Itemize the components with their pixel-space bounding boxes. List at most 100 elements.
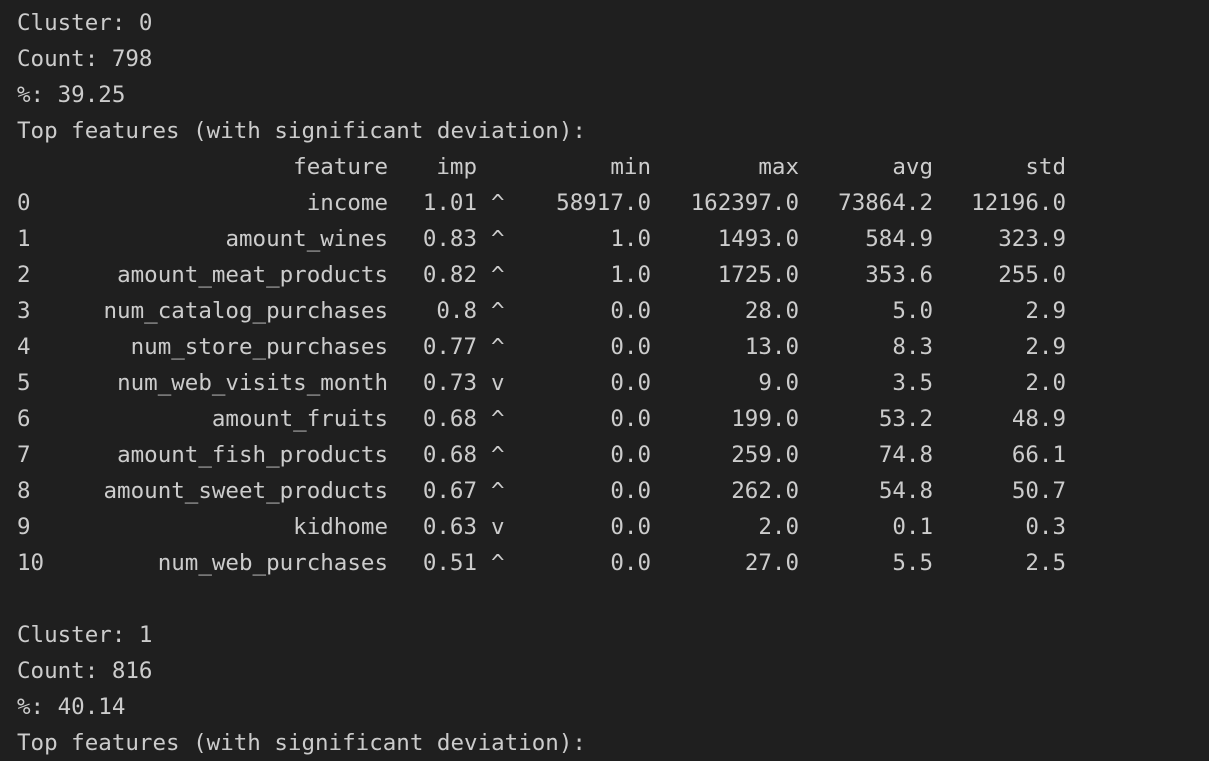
min-value: 1.0 bbox=[610, 262, 651, 288]
min-value: 0.0 bbox=[610, 370, 651, 396]
min-value: 0.0 bbox=[610, 478, 651, 504]
cluster-1-label: Cluster: 1 bbox=[17, 622, 153, 648]
feature-name: num_web_visits_month bbox=[117, 370, 388, 396]
table-row: 2 amount_meat_products 0.82 ^ 1.0 1725.0 353.6… bbox=[17, 257, 1066, 293]
direction-indicator: ^ bbox=[491, 298, 505, 324]
std-value: 48.9 bbox=[1011, 406, 1066, 432]
row-index: 10 bbox=[17, 550, 45, 576]
importance-value: 0.73 bbox=[422, 370, 477, 396]
avg-value: 73864.2 bbox=[838, 190, 933, 216]
avg-value: 584.9 bbox=[865, 226, 933, 252]
min-value: 58917.0 bbox=[556, 190, 651, 216]
feature-name: kidhome bbox=[293, 514, 388, 540]
row-index: 4 bbox=[17, 334, 31, 360]
row-index: 1 bbox=[17, 226, 31, 252]
max-value: 9.0 bbox=[758, 370, 799, 396]
cluster-0-label: Cluster: 0 bbox=[17, 10, 153, 36]
importance-value: 0.67 bbox=[422, 478, 477, 504]
cluster-0-features-table: feature imp min max avg std 0 income 1.01 ^… bbox=[17, 149, 1066, 581]
avg-value: 8.3 bbox=[892, 334, 933, 360]
avg-value: 0.1 bbox=[892, 514, 933, 540]
feature-name: amount_fish_products bbox=[117, 442, 388, 468]
max-value: 1725.0 bbox=[717, 262, 799, 288]
row-index: 5 bbox=[17, 370, 31, 396]
table-row: 7 amount_fish_products 0.68 ^ 0.0 259.0 74.8 66… bbox=[17, 437, 1066, 473]
importance-value: 0.51 bbox=[422, 550, 477, 576]
min-value: 0.0 bbox=[610, 442, 651, 468]
std-value: 66.1 bbox=[1011, 442, 1066, 468]
table-row: 0 income 1.01 ^ 58917.0 162397.0 73864.2 12196.… bbox=[17, 185, 1066, 221]
direction-indicator: ^ bbox=[491, 190, 505, 216]
row-index: 9 bbox=[17, 514, 31, 540]
max-value: 2.0 bbox=[758, 514, 799, 540]
table-row: 3 num_catalog_purchases 0.8 ^ 0.0 28.0 5.0 2.9 bbox=[17, 293, 1066, 329]
min-value: 0.0 bbox=[610, 406, 651, 432]
table-row: 1 amount_wines 0.83 ^ 1.0 1493.0 584.9 323.9 bbox=[17, 221, 1066, 257]
table-row: 9 kidhome 0.63 v 0.0 2.0 0.1 0.3 bbox=[17, 509, 1066, 545]
std-value: 2.9 bbox=[1025, 334, 1066, 360]
feature-name: num_store_purchases bbox=[130, 334, 388, 360]
importance-value: 0.83 bbox=[422, 226, 477, 252]
avg-value: 5.5 bbox=[892, 550, 933, 576]
importance-value: 0.77 bbox=[422, 334, 477, 360]
std-value: 12196.0 bbox=[971, 190, 1066, 216]
importance-value: 0.8 bbox=[436, 298, 477, 324]
cell-output: Cluster: 0 Count: 798 %: 39.25 Top featu… bbox=[17, 5, 1197, 761]
importance-value: 0.68 bbox=[422, 406, 477, 432]
blank-line bbox=[17, 581, 1197, 617]
max-value: 13.0 bbox=[744, 334, 799, 360]
header-std: std bbox=[1025, 154, 1066, 180]
table-body: 0 income 1.01 ^ 58917.0 162397.0 73864.2 12196.… bbox=[17, 185, 1066, 581]
std-value: 2.9 bbox=[1025, 298, 1066, 324]
direction-indicator: ^ bbox=[491, 550, 505, 576]
std-value: 50.7 bbox=[1011, 478, 1066, 504]
header-avg: avg bbox=[892, 154, 933, 180]
feature-name: income bbox=[306, 190, 388, 216]
avg-value: 54.8 bbox=[878, 478, 933, 504]
row-index: 7 bbox=[17, 442, 31, 468]
min-value: 0.0 bbox=[610, 550, 651, 576]
avg-value: 74.8 bbox=[878, 442, 933, 468]
header-min: min bbox=[610, 154, 651, 180]
row-index: 8 bbox=[17, 478, 31, 504]
cluster-1-percent: %: 40.14 bbox=[17, 694, 126, 720]
feature-name: amount_fruits bbox=[211, 406, 388, 432]
max-value: 1493.0 bbox=[717, 226, 799, 252]
row-index: 2 bbox=[17, 262, 31, 288]
cluster-1-top-features-heading: Top features (with significant deviation… bbox=[17, 730, 586, 756]
header-index bbox=[17, 149, 65, 185]
feature-name: num_catalog_purchases bbox=[103, 298, 388, 324]
header-feature: feature bbox=[293, 154, 388, 180]
std-value: 255.0 bbox=[998, 262, 1066, 288]
max-value: 162397.0 bbox=[690, 190, 799, 216]
feature-name: num_web_purchases bbox=[157, 550, 388, 576]
table-row: 8 amount_sweet_products 0.67 ^ 0.0 262.0 54.8 5… bbox=[17, 473, 1066, 509]
importance-value: 0.68 bbox=[422, 442, 477, 468]
direction-indicator: ^ bbox=[491, 226, 505, 252]
direction-indicator: v bbox=[491, 514, 505, 540]
cluster-1-count: Count: 816 bbox=[17, 658, 153, 684]
row-index: 0 bbox=[17, 190, 31, 216]
row-index: 6 bbox=[17, 406, 31, 432]
importance-value: 1.01 bbox=[422, 190, 477, 216]
direction-indicator: ^ bbox=[491, 334, 505, 360]
table-row: 10 num_web_purchases 0.51 ^ 0.0 27.0 5.5 2.5 bbox=[17, 545, 1066, 581]
table-row: 5 num_web_visits_month 0.73 v 0.0 9.0 3.5 2.0 bbox=[17, 365, 1066, 401]
min-value: 0.0 bbox=[610, 514, 651, 540]
table-header-row: feature imp min max avg std bbox=[17, 149, 1066, 185]
importance-value: 0.63 bbox=[422, 514, 477, 540]
importance-value: 0.82 bbox=[422, 262, 477, 288]
row-index: 3 bbox=[17, 298, 31, 324]
avg-value: 5.0 bbox=[892, 298, 933, 324]
feature-name: amount_sweet_products bbox=[103, 478, 388, 504]
std-value: 323.9 bbox=[998, 226, 1066, 252]
direction-indicator: ^ bbox=[491, 478, 505, 504]
avg-value: 353.6 bbox=[865, 262, 933, 288]
table-row: 6 amount_fruits 0.68 ^ 0.0 199.0 53.2 48.9 bbox=[17, 401, 1066, 437]
header-direction bbox=[477, 149, 507, 185]
avg-value: 3.5 bbox=[892, 370, 933, 396]
cluster-0-percent: %: 39.25 bbox=[17, 82, 126, 108]
max-value: 27.0 bbox=[744, 550, 799, 576]
direction-indicator: v bbox=[491, 370, 505, 396]
header-max: max bbox=[758, 154, 799, 180]
